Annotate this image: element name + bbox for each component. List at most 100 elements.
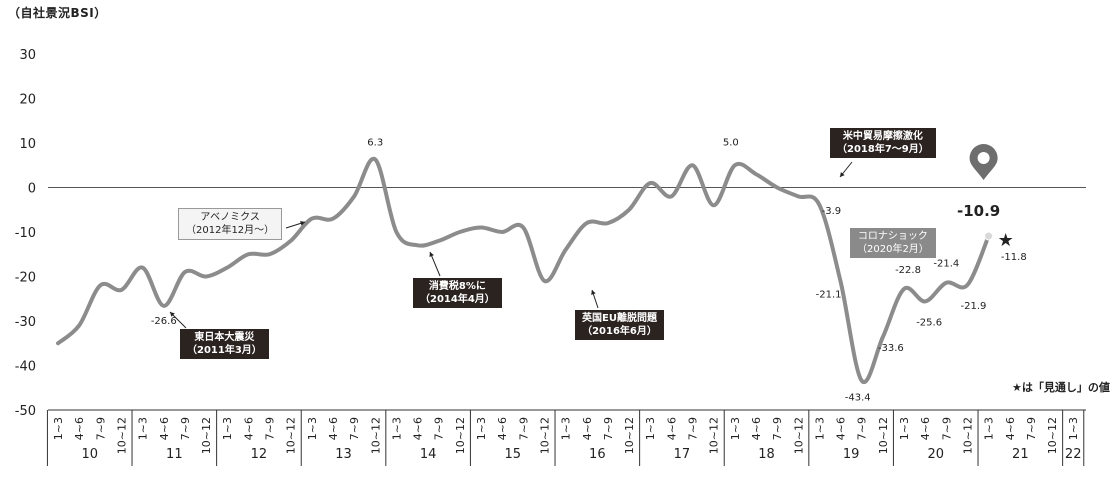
x-tick-quarter: 7~9 [1025, 417, 1038, 440]
annotation-line1: 東日本大震災 [194, 332, 255, 343]
annotation-line2: （2011年3月） [187, 345, 262, 356]
x-tick-quarter: 10~12 [538, 417, 551, 454]
x-tick-year: 22 [1065, 447, 1082, 462]
x-tick-quarter: 10~12 [877, 417, 890, 454]
x-tick-quarter: 1~3 [390, 417, 403, 440]
x-tick-quarter: 1~3 [644, 417, 657, 440]
x-tick-year: 14 [420, 447, 437, 462]
annotation-arrowhead [840, 172, 845, 177]
x-tick-year: 10 [81, 447, 98, 462]
data-label: 6.3 [367, 137, 383, 148]
y-tick-label: -30 [15, 315, 36, 330]
x-tick-year: 11 [166, 447, 183, 462]
x-tick-quarter: 10~12 [961, 417, 974, 454]
x-tick-quarter: 1~3 [983, 417, 996, 440]
latest-point-marker [984, 231, 994, 241]
x-tick-quarter: 7~9 [433, 417, 446, 440]
data-label: -10.9 [957, 202, 1000, 220]
annotation-arrowhead [429, 252, 434, 257]
forecast-note: ★は「見通し」の値 [1012, 381, 1110, 394]
y-tick-label: -50 [15, 404, 36, 419]
x-tick-quarter: 4~6 [496, 417, 509, 440]
x-tick-quarter: 4~6 [73, 417, 86, 440]
data-label: -26.6 [151, 316, 177, 327]
x-tick-quarter: 1~3 [52, 417, 65, 440]
x-tick-quarter: 7~9 [94, 417, 107, 440]
data-label: -33.6 [878, 343, 904, 354]
x-tick-quarter: 7~9 [771, 417, 784, 440]
y-tick-label: -40 [15, 360, 36, 375]
x-tick-quarter: 1~3 [898, 417, 911, 440]
x-tick-quarter: 1~3 [137, 417, 150, 440]
x-tick-quarter: 1~3 [1067, 417, 1080, 440]
x-tick-quarter: 1~3 [475, 417, 488, 440]
x-tick-quarter: 10~12 [115, 417, 128, 454]
x-tick-quarter: 4~6 [412, 417, 425, 440]
x-tick-quarter: 4~6 [327, 417, 340, 440]
forecast-star-icon: ★ [998, 230, 1014, 251]
x-tick-quarter: 1~3 [560, 417, 573, 440]
x-tick-quarter: 4~6 [242, 417, 255, 440]
data-label: -25.6 [916, 317, 942, 328]
x-tick-quarter: 4~6 [750, 417, 763, 440]
x-tick-year: 13 [335, 447, 352, 462]
x-tick-quarter: 10~12 [200, 417, 213, 454]
annotation-arrowhead [300, 221, 305, 226]
data-label: -22.8 [895, 265, 921, 276]
x-tick-year: 20 [927, 447, 944, 462]
data-label: -43.4 [845, 393, 871, 404]
x-tick-quarter: 7~9 [856, 417, 869, 440]
data-label: -3.9 [822, 206, 842, 217]
x-tick-quarter: 10~12 [1046, 417, 1059, 454]
x-tick-quarter: 4~6 [835, 417, 848, 440]
y-tick-label: 20 [19, 93, 36, 108]
x-tick-quarter: 4~6 [919, 417, 932, 440]
x-tick-year: 16 [589, 447, 606, 462]
x-tick-quarter: 4~6 [665, 417, 678, 440]
y-tick-label: 0 [28, 182, 36, 197]
annotation-line1: 米中貿易摩擦激化 [842, 131, 923, 142]
x-tick-year: 18 [758, 447, 775, 462]
annotation-us-china-trade-war: 米中貿易摩擦激化 （2018年7〜9月） [830, 128, 936, 158]
series-line-bsi [56, 156, 991, 385]
x-tick-quarter: 10~12 [285, 417, 298, 454]
x-tick-quarter: 7~9 [602, 417, 615, 440]
y-tick-label: -20 [15, 271, 36, 286]
x-tick-quarter: 4~6 [581, 417, 594, 440]
annotation-arrowhead [170, 312, 175, 317]
data-label: -21.9 [961, 301, 987, 312]
x-tick-quarter: 10~12 [623, 417, 636, 454]
annotation-line2: （2012年12月〜） [186, 225, 275, 236]
x-tick-quarter: 7~9 [179, 417, 192, 440]
annotation-great-east-japan-earthquake: 東日本大震災 （2011年3月） [180, 329, 269, 359]
x-tick-year: 19 [843, 447, 860, 462]
annotation-line2: （2014年4月） [420, 294, 495, 305]
annotation-line2: （2016年6月） [582, 326, 657, 337]
annotation-line1: コロナショック [857, 231, 928, 242]
annotation-line1: アベノミクス [200, 212, 260, 223]
annotation-consumption-tax: 消費税8%に （2014年4月） [413, 278, 502, 308]
x-tick-year: 15 [504, 447, 521, 462]
x-tick-quarter: 4~6 [1004, 417, 1017, 440]
data-label: -21.1 [816, 289, 842, 300]
annotation-covid-shock: コロナショック （2020年2月） [849, 227, 937, 259]
x-tick-quarter: 7~9 [687, 417, 700, 440]
x-tick-quarter: 10~12 [792, 417, 805, 454]
x-tick-quarter: 1~3 [306, 417, 319, 440]
y-axis-unit-label: （自社景況BSI） [8, 6, 107, 20]
x-tick-quarter: 7~9 [264, 417, 277, 440]
x-tick-quarter: 4~6 [158, 417, 171, 440]
x-tick-year: 12 [251, 447, 268, 462]
y-tick-label: -10 [15, 226, 36, 241]
annotation-abenomics: アベノミクス （2012年12月〜） [178, 208, 283, 240]
x-tick-quarter: 1~3 [729, 417, 742, 440]
annotation-line2: （2018年7〜9月） [837, 144, 929, 155]
data-label: -21.4 [933, 259, 959, 270]
annotation-line1: 英国EU離脱問題 [582, 313, 657, 324]
annotation-line2: （2020年2月） [857, 244, 929, 255]
x-tick-quarter: 7~9 [940, 417, 953, 440]
data-label: 5.0 [723, 137, 739, 148]
annotation-brexit: 英国EU離脱問題 （2016年6月） [575, 310, 664, 340]
x-tick-quarter: 1~3 [221, 417, 234, 440]
